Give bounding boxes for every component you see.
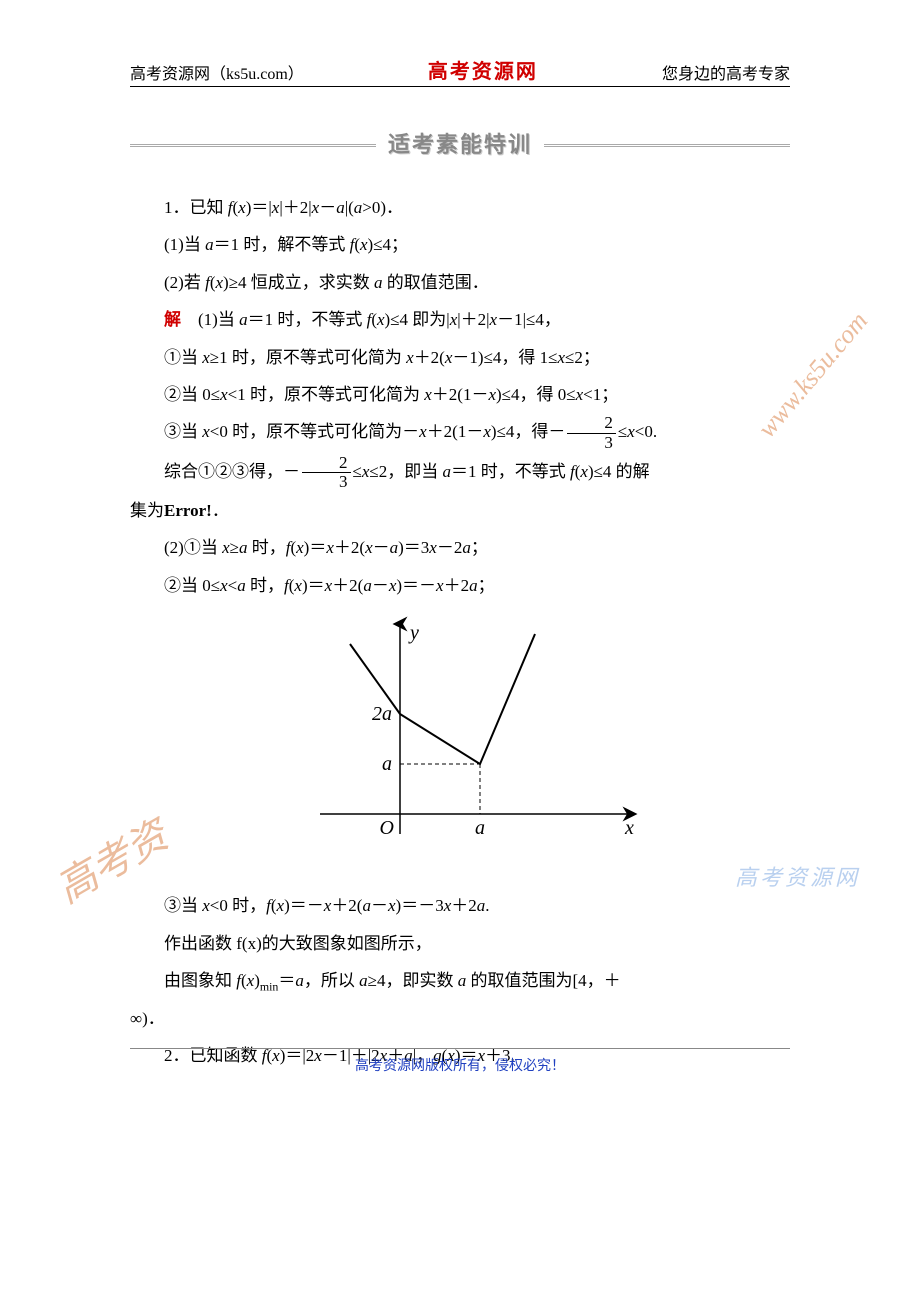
header-right: 您身边的高考专家	[662, 60, 790, 84]
problem-1-part1: (1)当 a＝1 时，解不等式 f(x)≤4；	[130, 226, 790, 263]
label-x-axis: x	[624, 817, 634, 839]
page-footer: 高考资源网版权所有，侵权必究！	[130, 1048, 790, 1075]
label-2a: 2a	[372, 703, 392, 725]
text-jiwei: 集为	[130, 501, 164, 520]
graph-container: y x 2a a O a	[130, 614, 790, 877]
section-title-bar: 适考素能特训	[130, 127, 790, 159]
solution-2-case-1: (2)①当 x≥a 时，f(x)＝x＋2(x－a)＝3x－2a；	[130, 529, 790, 566]
problem-1-part2: (2)若 f(x)≥4 恒成立，求实数 a 的取值范围．	[130, 264, 790, 301]
solution-set-error: 集为Error!．	[130, 492, 790, 529]
header-center-brand: 高考资源网	[428, 55, 538, 84]
label-a-x: a	[475, 817, 485, 839]
solution-line-1: 解 (1)当 a＝1 时，不等式 f(x)≤4 即为|x|＋2|x－1|≤4，	[130, 301, 790, 338]
solution-case-3: ③当 x<0 时，原不等式可化简为－x＋2(1－x)≤4，得－23≤x<0.	[130, 413, 790, 452]
label-y-axis: y	[408, 622, 419, 644]
solution-2-case-3: ③当 x<0 时，f(x)＝－x＋2(a－x)＝－3x＋2a.	[130, 887, 790, 924]
fraction-2-3-b: 23	[302, 454, 351, 492]
solution-combined: 综合①②③得，－23≤x≤2，即当 a＝1 时，不等式 f(x)≤4 的解	[130, 453, 790, 492]
solution-case-2: ②当 0≤x<1 时，原不等式可化简为 x＋2(1－x)≤4，得 0≤x<1；	[130, 376, 790, 413]
solution-conclusion: 由图象知 f(x)min＝a，所以 a≥4，即实数 a 的取值范围为[4，＋	[130, 962, 790, 1000]
section-title-text: 适考素能特训	[376, 127, 544, 159]
header-left: 高考资源网（ks5u.com）	[130, 60, 304, 84]
answer-label: 解	[164, 310, 181, 329]
page-header: 高考资源网（ks5u.com） 高考资源网 您身边的高考专家	[130, 55, 790, 87]
function-graph: y x 2a a O a	[280, 614, 640, 864]
text-period: ．	[212, 501, 229, 520]
solution-graph-note: 作出函数 f(x)的大致图象如图所示，	[130, 925, 790, 962]
solution-case-1: ①当 x≥1 时，原不等式可化简为 x＋2(x－1)≤4，得 1≤x≤2；	[130, 339, 790, 376]
label-a-y: a	[382, 753, 392, 775]
function-curve	[350, 634, 535, 764]
label-origin: O	[380, 817, 394, 839]
solution-infinity: ∞)．	[130, 1000, 790, 1037]
subscript-min: min	[260, 980, 279, 994]
watermark-side: 高考资源网	[735, 860, 860, 892]
problem-1: 1．已知 f(x)＝|x|＋2|x－a|(a>0)．	[130, 189, 790, 226]
fraction-2-3: 23	[567, 414, 616, 452]
solution-2-case-2: ②当 0≤x<a 时，f(x)＝x＋2(a－x)＝－x＋2a；	[130, 567, 790, 604]
content-body: 1．已知 f(x)＝|x|＋2|x－a|(a>0)． (1)当 a＝1 时，解不…	[130, 189, 790, 1075]
error-text: Error!	[164, 501, 212, 520]
page: 高考资源网（ks5u.com） 高考资源网 您身边的高考专家 适考素能特训 1．…	[0, 0, 920, 1115]
